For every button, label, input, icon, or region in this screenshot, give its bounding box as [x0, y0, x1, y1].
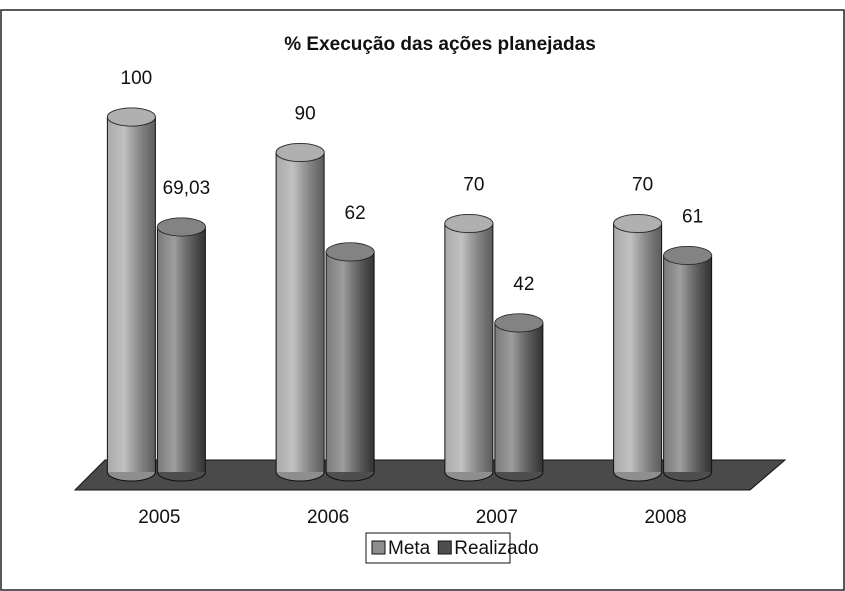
data-label: 100 [121, 68, 153, 89]
cylinder-top-shade [157, 217, 206, 236]
data-label: 69,03 [163, 178, 211, 199]
cylinder-top [325, 242, 375, 262]
data-label: 61 [682, 206, 703, 227]
data-label: 42 [513, 274, 534, 295]
chart-title: % Execução das ações planejadas [284, 34, 596, 55]
cylinder-top-shade [663, 246, 712, 265]
bar-shade [613, 223, 662, 472]
bar-shade [663, 255, 712, 472]
cylinder-top [613, 214, 663, 233]
bar-shade [444, 223, 493, 472]
cylinder-top-shade [276, 143, 325, 162]
bar-shade [326, 251, 375, 472]
x-tick-label: 2006 [307, 507, 349, 528]
data-label: 70 [463, 175, 484, 196]
cylinder-top [156, 217, 206, 237]
data-label: 70 [632, 175, 653, 196]
cylinder-top-shade [107, 108, 156, 126]
bar-shade [494, 322, 543, 472]
cylinder-top [663, 245, 713, 265]
cylinder-top [494, 313, 544, 333]
legend-label: Meta [388, 538, 431, 559]
bar-shade [157, 226, 206, 472]
bar-shade [107, 117, 156, 472]
cylinder-top [275, 143, 325, 162]
cylinder-top-shade [444, 214, 493, 233]
x-tick-label: 2007 [476, 507, 518, 528]
cylinder-top [106, 107, 156, 127]
cylinder-top-shade [326, 242, 375, 261]
data-label: 90 [295, 104, 316, 125]
cylinder-top [444, 214, 494, 233]
x-tick-label: 2005 [138, 507, 180, 528]
cylinder-top-shade [613, 214, 662, 233]
x-tick-label: 2008 [644, 507, 686, 528]
legend-swatch [371, 540, 386, 555]
cylinder-top-shade [494, 313, 543, 332]
legend-swatch [437, 540, 452, 555]
data-label: 62 [345, 203, 366, 224]
legend-label: Realizado [454, 538, 539, 559]
bar-shade [276, 152, 325, 472]
